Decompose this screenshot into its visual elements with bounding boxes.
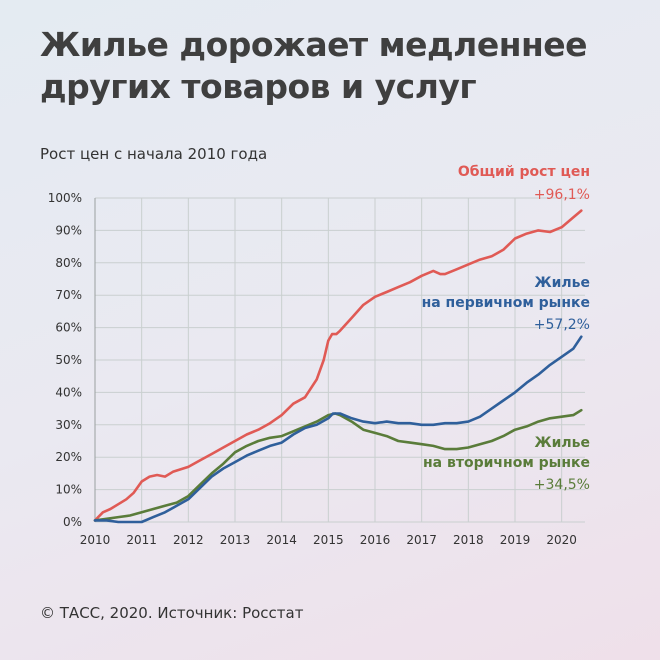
source-footer: © ТАСС, 2020. Источник: Росстат: [40, 604, 304, 622]
x-tick-label: 2011: [126, 533, 157, 547]
y-tick-label: 70%: [55, 288, 82, 302]
y-tick-label: 40%: [55, 385, 82, 399]
series-name-label: Жилье: [534, 275, 590, 291]
series-end-value-label: +34,5%: [534, 477, 590, 493]
y-tick-label: 90%: [55, 223, 82, 237]
y-tick-label: 60%: [55, 321, 82, 335]
series-end-value-label: +57,2%: [534, 317, 590, 333]
y-tick-label: 20%: [55, 450, 82, 464]
x-tick-label: 2014: [266, 533, 297, 547]
x-tick-label: 2016: [360, 533, 391, 547]
series-name-label: на первичном рынке: [422, 295, 590, 311]
y-tick-label: 30%: [55, 418, 82, 432]
series-name-label: Жилье: [534, 435, 590, 451]
series-line-1: [93, 335, 583, 524]
series-name-label: Общий рост цен: [458, 164, 590, 180]
series-end-value-label: +96,1%: [534, 187, 590, 203]
x-tick-label: 2017: [406, 533, 437, 547]
chart-subtitle: Рост цен с начала 2010 года: [40, 145, 268, 163]
x-tick-label: 2018: [453, 533, 484, 547]
y-tick-label: 80%: [55, 256, 82, 270]
x-tick-label: 2010: [80, 533, 111, 547]
page-title: Жилье дорожает медленнее других товаров …: [40, 24, 588, 108]
y-tick-label: 100%: [48, 191, 82, 205]
x-tick-label: 2020: [546, 533, 577, 547]
title-line-2: других товаров и услуг: [40, 67, 477, 106]
series-name-label: на вторичном рынке: [423, 455, 590, 471]
y-tick-label: 10%: [55, 483, 82, 497]
x-tick-label: 2019: [500, 533, 531, 547]
series-line-0: [93, 209, 583, 522]
x-tick-label: 2015: [313, 533, 344, 547]
title-line-1: Жилье дорожает медленнее: [40, 25, 588, 64]
y-tick-label: 0%: [63, 515, 82, 529]
x-tick-label: 2013: [220, 533, 251, 547]
y-tick-label: 50%: [55, 353, 82, 367]
x-tick-label: 2012: [173, 533, 204, 547]
line-chart: 2010 2011 2012 2013 2014 2015 2016 2017 2018 2019…: [48, 164, 590, 547]
